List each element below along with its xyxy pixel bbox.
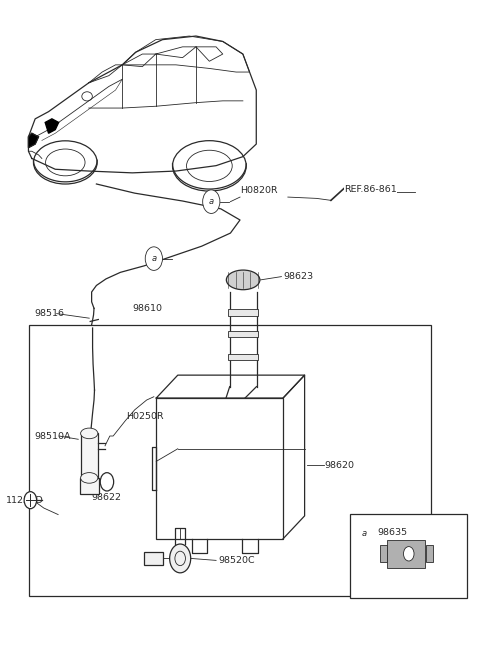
Text: H0820R: H0820R xyxy=(240,186,277,195)
Circle shape xyxy=(100,473,114,491)
Polygon shape xyxy=(45,119,59,133)
Bar xyxy=(380,545,387,562)
Bar xyxy=(350,514,468,598)
Text: 98622: 98622 xyxy=(91,493,121,502)
Text: 98635: 98635 xyxy=(378,527,408,537)
Text: a: a xyxy=(362,529,367,538)
Circle shape xyxy=(169,544,191,573)
Bar xyxy=(425,545,432,562)
Bar xyxy=(228,331,258,337)
Ellipse shape xyxy=(404,546,414,561)
Circle shape xyxy=(203,190,220,213)
Text: 98516: 98516 xyxy=(34,309,64,318)
Polygon shape xyxy=(28,133,38,148)
Text: 98610: 98610 xyxy=(132,304,162,313)
Text: a: a xyxy=(151,254,156,263)
Bar xyxy=(80,478,99,494)
Circle shape xyxy=(24,491,36,508)
Ellipse shape xyxy=(227,270,260,290)
Text: 98620: 98620 xyxy=(324,461,355,470)
Bar xyxy=(228,354,258,360)
Text: 98520C: 98520C xyxy=(218,556,255,565)
Text: H0250R: H0250R xyxy=(126,412,164,421)
Bar xyxy=(81,434,98,478)
Text: 98623: 98623 xyxy=(284,272,314,281)
Bar xyxy=(387,540,424,567)
Text: 98510A: 98510A xyxy=(34,432,71,441)
Text: a: a xyxy=(209,197,214,206)
Bar xyxy=(228,310,258,316)
Bar xyxy=(29,325,432,596)
Text: REF.86-861: REF.86-861 xyxy=(344,185,397,194)
Circle shape xyxy=(356,522,372,544)
Bar xyxy=(156,398,283,539)
Text: 1125AD: 1125AD xyxy=(5,496,43,504)
Circle shape xyxy=(145,247,162,270)
Ellipse shape xyxy=(81,472,98,483)
Bar xyxy=(144,552,163,565)
Ellipse shape xyxy=(81,428,98,439)
